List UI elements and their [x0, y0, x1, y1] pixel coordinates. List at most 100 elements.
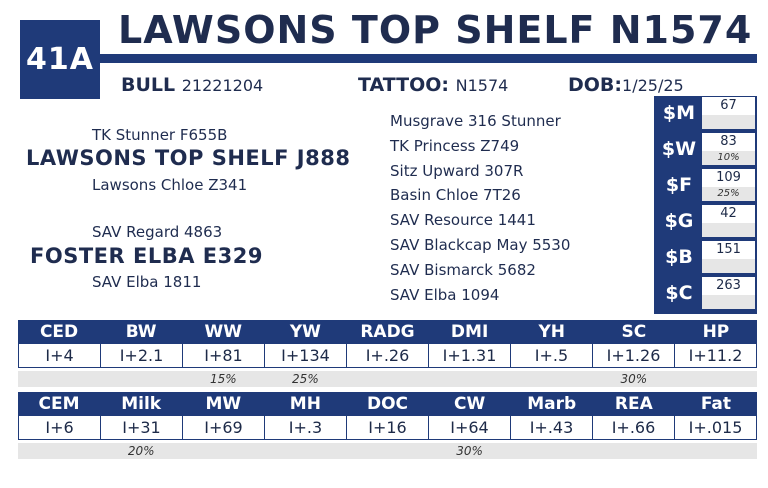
sire-dam: Lawsons Chloe Z341	[92, 176, 248, 194]
reg-block: BULL 21221204	[121, 74, 263, 96]
epd-header: RADG	[360, 322, 415, 342]
index-percentile	[702, 259, 755, 273]
epd-percentile	[429, 371, 511, 387]
epd-percentile	[511, 371, 593, 387]
epd-percentile	[675, 371, 757, 387]
epd-percentile	[675, 443, 757, 459]
dam-sire: SAV Regard 4863	[92, 223, 223, 241]
registration-number: 21221204	[181, 76, 264, 95]
epd-value-row-2: I+6 I+31 I+69 I+.3 I+16 I+64 I+.43 I+.66…	[18, 416, 757, 440]
index-row-w: $W 83 10%	[654, 132, 757, 168]
epd-percentile	[346, 371, 428, 387]
epd-header: CW	[453, 394, 486, 414]
epd-header: DMI	[450, 322, 489, 342]
great-grandparent: SAV Resource 1441	[390, 211, 536, 230]
index-value: 109	[702, 169, 755, 187]
epd-header: CEM	[38, 394, 80, 414]
great-grandparent: SAV Bismarck 5682	[390, 260, 536, 279]
lot-number: 41A	[20, 20, 100, 99]
epd-value: I+134	[265, 344, 347, 368]
epd-header: YW	[289, 322, 321, 342]
great-grandparent: TK Princess Z749	[390, 136, 520, 155]
index-percentile	[702, 295, 755, 309]
epd-value: I+4	[19, 344, 101, 368]
index-percentile	[702, 223, 755, 237]
dam: FOSTER ELBA E329	[30, 244, 263, 268]
epd-percentile	[18, 371, 100, 387]
index-row-m: $M 67	[654, 96, 757, 132]
epd-percentile	[593, 443, 675, 459]
epd-value: I+.015	[675, 416, 757, 440]
epd-header-row-1: CED BW WW YW RADG DMI YH SC HP	[18, 320, 757, 344]
great-grandparent: Basin Chloe 7T26	[390, 186, 521, 205]
great-grandparent: Musgrave 316 Stunner	[390, 112, 561, 130]
epd-percentile	[182, 443, 264, 459]
epd-percentile-row-2: 20% 30%	[18, 443, 757, 459]
index-percentile: 25%	[702, 187, 755, 201]
epd-value: I+16	[347, 416, 429, 440]
index-value: 263	[702, 277, 755, 295]
sire-sire: TK Stunner F655B	[92, 126, 228, 144]
great-grandparent: SAV Elba 1094	[390, 285, 500, 304]
dollar-index-panel: $M 67 $W 83 10% $F 109 25% $G 42 $B 151 …	[654, 96, 757, 314]
epd-percentile	[100, 371, 182, 387]
animal-name: LAWSONS TOP SHELF N1574	[118, 8, 753, 52]
index-label: $F	[665, 174, 693, 196]
epd-percentile	[18, 443, 100, 459]
epd-header: SC	[621, 322, 647, 342]
epd-header: WW	[204, 322, 243, 342]
epd-header: Marb	[527, 394, 577, 414]
index-percentile: 10%	[702, 151, 755, 165]
tattoo-label: TATTOO:	[358, 74, 449, 96]
epd-value: I+1.26	[593, 344, 675, 368]
epd-percentile: 20%	[127, 444, 155, 458]
epd-header: Fat	[700, 394, 732, 414]
epd-percentile: 15%	[209, 372, 237, 386]
index-value: 151	[702, 241, 755, 259]
index-label: $B	[665, 246, 693, 268]
title-underline	[100, 54, 757, 63]
epd-value: I+.3	[265, 416, 347, 440]
index-row-f: $F 109 25%	[654, 168, 757, 204]
great-grandparent: Sitz Upward 307R	[390, 161, 524, 180]
epd-value: I+31	[101, 416, 183, 440]
tattoo-block: TATTOO: N1574	[358, 74, 508, 96]
epd-percentile: 30%	[456, 444, 483, 458]
epd-value: I+69	[183, 416, 265, 440]
epd-value: I+2.1	[101, 344, 183, 368]
epd-value: I+.66	[593, 416, 675, 440]
epd-percentile-row-1: 15% 25% 30%	[18, 371, 757, 387]
sire: LAWSONS TOP SHELF J888	[26, 146, 351, 170]
index-row-b: $B 151	[654, 240, 757, 276]
great-grandparent: SAV Blackcap May 5530	[390, 235, 571, 254]
index-label: $G	[664, 210, 694, 232]
epd-header: BW	[125, 322, 157, 342]
index-label: $W	[661, 138, 697, 160]
epd-value-row-1: I+4 I+2.1 I+81 I+134 I+.26 I+1.31 I+.5 I…	[18, 344, 757, 368]
great-grandparents: Musgrave 316 Stunner TK Princess Z749 Si…	[390, 111, 570, 309]
epd-header: Milk	[121, 394, 162, 414]
epd-value: I+.5	[511, 344, 593, 368]
index-row-c: $C 263	[654, 276, 757, 312]
epd-value: I+11.2	[675, 344, 757, 368]
epd-value: I+1.31	[429, 344, 511, 368]
epd-header: HP	[702, 322, 730, 342]
epd-header: CED	[39, 322, 79, 342]
epd-value: I+64	[429, 416, 511, 440]
epd-percentile	[346, 443, 428, 459]
index-value: 67	[702, 97, 755, 115]
dam-dam: SAV Elba 1811	[92, 273, 202, 291]
epd-header-row-2: CEM Milk MW MH DOC CW Marb REA Fat	[18, 392, 757, 416]
epd-value: I+81	[183, 344, 265, 368]
epd-header: REA	[614, 394, 653, 414]
index-value: 83	[702, 133, 755, 151]
epd-header: YH	[538, 322, 565, 342]
dob-value: 1/25/25	[622, 76, 684, 95]
epd-percentile: 30%	[620, 372, 648, 386]
epd-header: MW	[205, 394, 242, 414]
dob-label: DOB:	[568, 74, 623, 96]
type-label: BULL	[121, 74, 176, 96]
epd-header: MH	[289, 394, 321, 414]
dob-block: DOB:1/25/25	[568, 74, 684, 96]
epd-value: I+.43	[511, 416, 593, 440]
